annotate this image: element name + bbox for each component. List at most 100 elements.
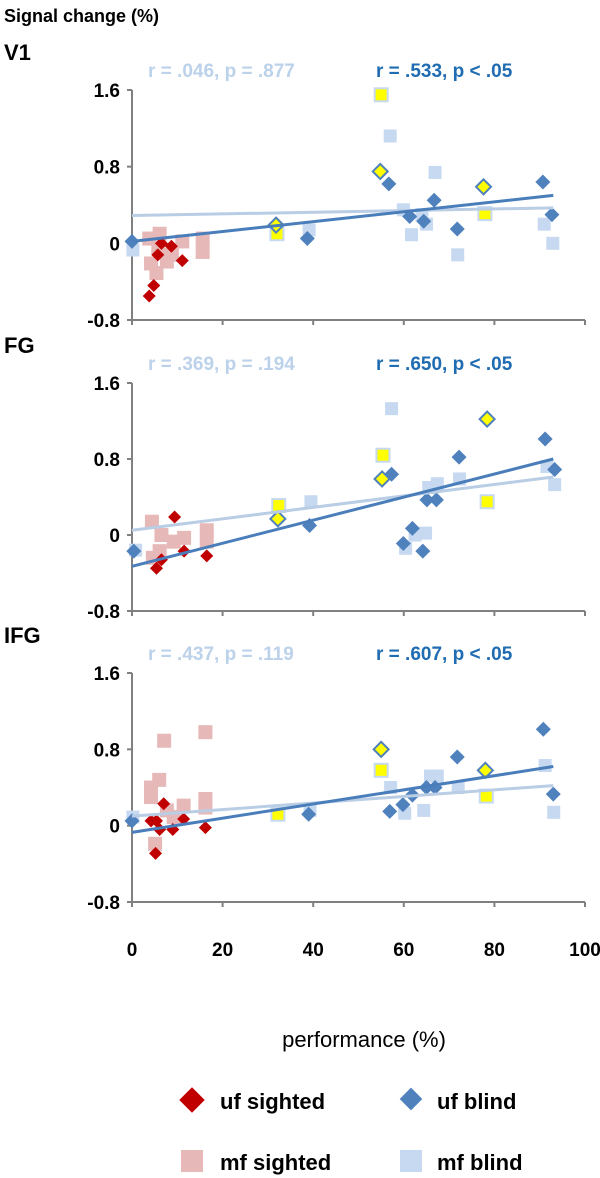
point-mf-blind [304,495,318,509]
point-uf-blind-highlighted [268,509,287,528]
y-tick-label: 0 [109,234,120,255]
legend-label-mf-sighted: mf sighted [220,1150,331,1175]
point-uf-blind [426,192,442,208]
panel-label: IFG [4,623,41,648]
point-mf-sighted [164,247,179,262]
y-tick-label: 0 [109,817,120,838]
point-uf-blind [416,213,432,229]
point-uf-blind [547,461,563,477]
point-mf-blind-highlighted [373,762,389,778]
panel-label: V1 [4,40,31,65]
y-tick-label: 0.8 [94,450,120,471]
legend: uf sighted uf blind mf sighted mf blind [179,1087,523,1175]
point-mf-blind [451,248,465,262]
point-mf-blind [405,228,419,242]
point-mf-blind [417,803,431,817]
legend-label-mf-blind: mf blind [437,1150,523,1175]
point-uf-sighted [151,248,165,262]
point-uf-sighted [175,254,189,268]
point-uf-blind [299,231,315,247]
point-mf-sighted [144,790,159,805]
x-tick-label: 80 [484,940,505,961]
panel-fg: FG r = .369, p = .194 r = .650, p < .05 1.6… [4,333,586,623]
y-tick-label: 1.6 [94,81,120,102]
point-uf-blind [415,543,431,559]
trendline-uf-blind [131,765,554,834]
trendline-mf-blind [131,206,554,218]
point-mf-blind [383,129,397,143]
legend-marker-uf-blind [399,1087,423,1111]
point-uf-blind [544,207,560,223]
x-tick-label: 40 [303,940,324,961]
point-mf-blind [537,217,551,231]
point-uf-blind-highlighted [372,740,391,759]
y-tick-label: -0.8 [87,893,120,914]
point-mf-sighted [195,244,210,259]
trendline-uf-blind [131,193,554,243]
legend-marker-uf-sighted [179,1087,205,1113]
point-uf-blind [395,536,411,552]
stat-mf-blind: r = .437, p = .119 [148,644,294,665]
point-uf-blind [537,431,553,447]
stat-uf-blind: r = .607, p < .05 [376,644,513,665]
point-uf-blind [545,786,561,802]
y-tick-label: 1.6 [94,664,120,685]
point-mf-blind-highlighted [373,87,389,103]
point-mf-sighted [198,725,213,740]
y-tick-label: -0.8 [87,602,120,623]
x-tick-label: 60 [393,940,414,961]
point-mf-blind [419,526,433,540]
y-tick-label: 0 [109,526,120,547]
point-uf-blind [404,520,420,536]
stat-uf-blind: r = .650, p < .05 [376,354,513,375]
y-tick-label: 1.6 [94,374,120,395]
point-uf-blind [126,543,142,559]
point-uf-blind-highlighted [371,162,390,181]
stat-mf-blind: r = .369, p = .194 [148,354,295,375]
point-uf-sighted [149,561,163,575]
point-uf-blind [451,449,467,465]
point-uf-sighted [149,846,163,860]
point-mf-sighted [154,528,169,542]
point-uf-blind-highlighted [474,177,493,196]
point-uf-sighted [198,821,212,835]
panel-label: FG [4,333,35,358]
legend-label-uf-sighted: uf sighted [220,1089,325,1114]
point-uf-blind [428,492,444,508]
x-tick-label: 20 [212,940,233,961]
x-axis-title: performance (%) [282,1027,446,1052]
panels: V1 r = .046, p = .877 r = .533, p < .05 1.6… [4,40,600,961]
point-mf-sighted [148,836,163,851]
point-uf-blind [535,721,551,737]
point-uf-sighted [142,289,156,303]
legend-marker-mf-blind [400,1150,422,1172]
point-uf-sighted [149,814,163,828]
point-mf-sighted [199,523,214,538]
point-mf-sighted [175,234,190,249]
point-mf-sighted [157,733,172,748]
trendline-uf-blind [131,457,554,568]
point-uf-sighted [164,239,178,253]
point-uf-blind [381,176,397,192]
point-uf-blind [395,797,411,813]
point-mf-blind [385,402,399,416]
y-tick-label: 0.8 [94,740,120,761]
point-uf-blind [301,806,317,822]
y-axis-title: Signal change (%) [4,6,159,26]
point-uf-blind [419,492,435,508]
y-tick-label: 0.8 [94,158,120,179]
point-mf-blind [428,165,442,179]
point-mf-sighted [176,798,191,813]
point-uf-blind [449,221,465,237]
point-uf-blind-highlighted [478,410,497,429]
point-uf-sighted [147,279,161,292]
point-mf-blind [548,478,562,492]
stat-mf-blind: r = .046, p = .877 [148,61,295,82]
point-uf-sighted [157,797,171,811]
point-uf-blind [382,803,398,819]
panel-ifg: IFG r = .437, p = .119 r = .607, p < .05 1.… [4,623,600,961]
point-uf-blind [449,749,465,765]
point-mf-blind-highlighted [375,447,391,463]
legend-marker-mf-sighted [181,1150,203,1172]
